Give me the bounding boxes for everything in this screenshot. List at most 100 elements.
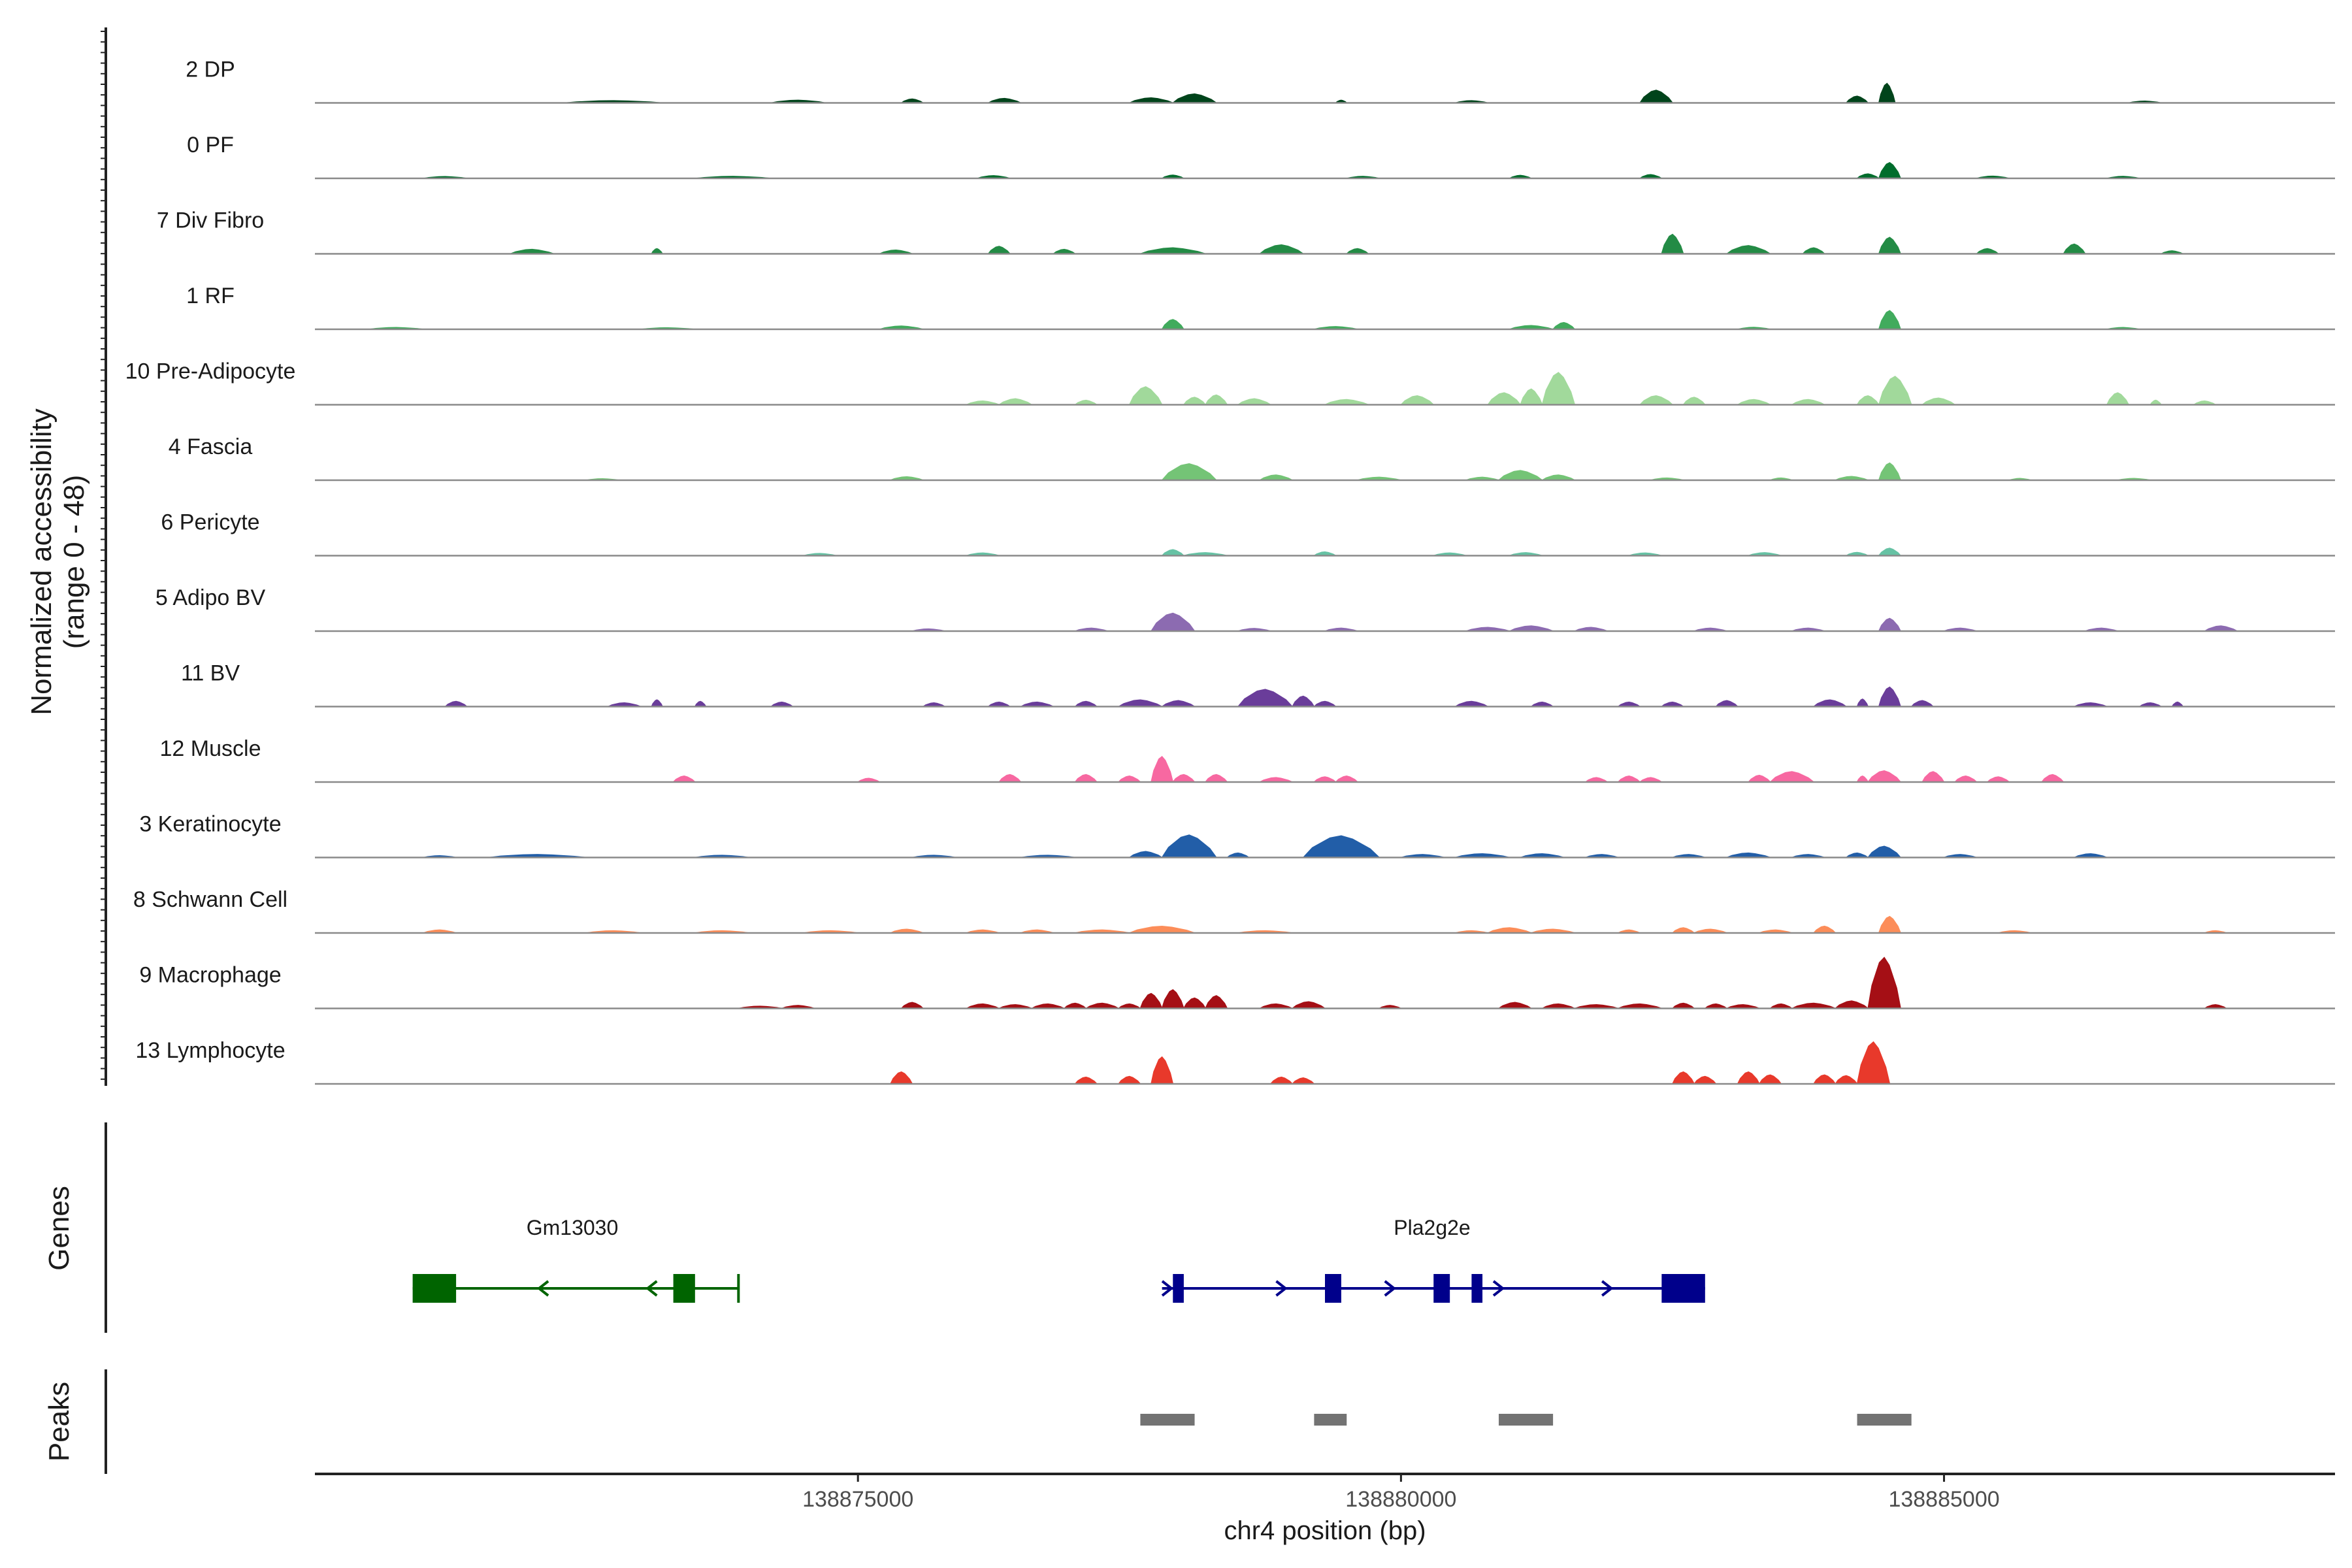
coverage-peak [1236, 398, 1273, 406]
coverage-y-minor-ticks [101, 31, 106, 1080]
coverage-peak [1682, 397, 1707, 406]
coverage-peak [1117, 1075, 1142, 1085]
track-5: 4 Fascia [169, 434, 2335, 482]
coverage-peak [1486, 392, 1522, 406]
track-11: 8 Schwann Cell [133, 887, 2335, 934]
coverage-peak [1953, 776, 1978, 783]
coverage-peak [1878, 82, 1896, 104]
coverage-peak [1140, 247, 1206, 255]
coverage-peak [1150, 612, 1196, 632]
coverage-peak [1160, 549, 1185, 557]
coverage-peak [1812, 1074, 1837, 1085]
coverage-peak [1617, 776, 1642, 783]
coverage-peak [987, 246, 1011, 255]
strand-arrow [1601, 1280, 1614, 1297]
gene-pla2g2e: Pla2g2e [1161, 1216, 1705, 1303]
coverage-peak [1661, 233, 1684, 255]
coverage-peak [1128, 851, 1164, 858]
coverage-peak [998, 774, 1022, 783]
gene-exon [673, 1274, 695, 1303]
track-label: 8 Schwann Cell [133, 887, 287, 912]
coverage-peak [1552, 321, 1576, 330]
coverage-peak [2106, 392, 2130, 406]
coverage-peak [1867, 770, 1902, 783]
track-label: 1 RF [186, 284, 235, 308]
coverage-peak [1834, 1000, 1870, 1009]
track-label: 0 PF [187, 133, 234, 157]
coverage-peak [1151, 755, 1174, 783]
coverage-peak [1161, 988, 1184, 1009]
strand-arrow [1384, 1280, 1396, 1297]
coverage-peak [1204, 774, 1229, 783]
coverage-peak [1878, 915, 1902, 934]
coverage-peak [1497, 470, 1544, 481]
coverage-peak [1520, 388, 1543, 406]
y-axis-title: Normalized accessibility [25, 408, 57, 715]
coverage-peak [1160, 463, 1218, 481]
coverage-peak [1693, 1075, 1718, 1085]
coverage-peak [1302, 835, 1380, 858]
coverage-peak [1497, 1002, 1533, 1009]
track-label: 4 Fascia [169, 434, 253, 459]
x-tick-label: 138875000 [802, 1487, 913, 1512]
coverage-peak [1541, 372, 1576, 406]
x-axis-ticks: 138875000 138880000 138885000 [802, 1474, 2000, 1512]
track-3: 1 RF [186, 284, 2335, 331]
coverage-peak [1867, 956, 1902, 1009]
track-label: 9 Macrophage [139, 963, 281, 988]
track-8: 11 BV [181, 661, 2335, 708]
y-axis-range-title: (range 0 - 48) [58, 475, 90, 649]
coverage-peak [1161, 319, 1185, 330]
gene-exon [1433, 1274, 1450, 1303]
gene-label: Gm13030 [527, 1216, 619, 1239]
track-12: 9 Macrophage [139, 956, 2335, 1009]
coverage-peak [1258, 244, 1305, 255]
x-tick-label: 138885000 [1888, 1487, 1999, 1512]
genes-axis-title: Genes [43, 1186, 75, 1271]
coverage-peak [1867, 845, 1902, 858]
track-10: 3 Keratinocyte [139, 812, 2335, 858]
coverage-peak [1878, 617, 1902, 632]
track-6: 6 Pericyte [161, 510, 2335, 557]
track-label: 2 DP [186, 57, 235, 82]
coverage-peak [1801, 247, 1826, 255]
coverage-peak [1878, 462, 1902, 481]
coverage-peak [1737, 1071, 1761, 1085]
gene-models: Gm13030 Pla2g2e [412, 1216, 1705, 1303]
coverage-peak [997, 398, 1034, 406]
coverage-peak [1639, 395, 1674, 406]
track-2: 7 Div Fibro [157, 208, 2335, 255]
track-label: 12 Muscle [160, 736, 261, 761]
peak-region [1857, 1414, 1912, 1426]
coverage-peak [1910, 700, 1935, 708]
track-0: 2 DP [186, 57, 2335, 104]
coverage-peak [1117, 776, 1142, 783]
track-13: 13 Lymphocyte [135, 1038, 2335, 1085]
coverage-peak [1725, 245, 1772, 255]
track-9: 12 Muscle [160, 736, 2335, 783]
coverage-peak [1812, 925, 1837, 934]
x-tick-label: 138880000 [1345, 1487, 1456, 1512]
coverage-peak [1204, 995, 1228, 1009]
coverage-peak [1117, 699, 1162, 708]
coverage-peak [1291, 1077, 1316, 1085]
strand-arrow [1161, 1280, 1174, 1297]
coverage-peak [1878, 686, 1902, 708]
coverage-peak [1139, 992, 1163, 1009]
coverage-peak [1171, 93, 1218, 104]
coverage-peak [1856, 395, 1880, 406]
coverage-peak [672, 776, 696, 783]
coverage-peak [1171, 774, 1196, 783]
gene-label: Pla2g2e [1394, 1216, 1470, 1239]
peak-region [1140, 1414, 1195, 1426]
coverage-peak [1747, 774, 1772, 783]
peak-regions [1140, 1414, 1912, 1426]
strand-arrow [536, 1280, 549, 1297]
coverage-peak [1269, 1076, 1294, 1085]
gene-exon [1325, 1274, 1341, 1303]
coverage-peak [1183, 997, 1207, 1009]
track-label: 3 Keratinocyte [139, 812, 281, 837]
coverage-peak [1878, 310, 1902, 330]
coverage-peak [1845, 95, 1869, 104]
